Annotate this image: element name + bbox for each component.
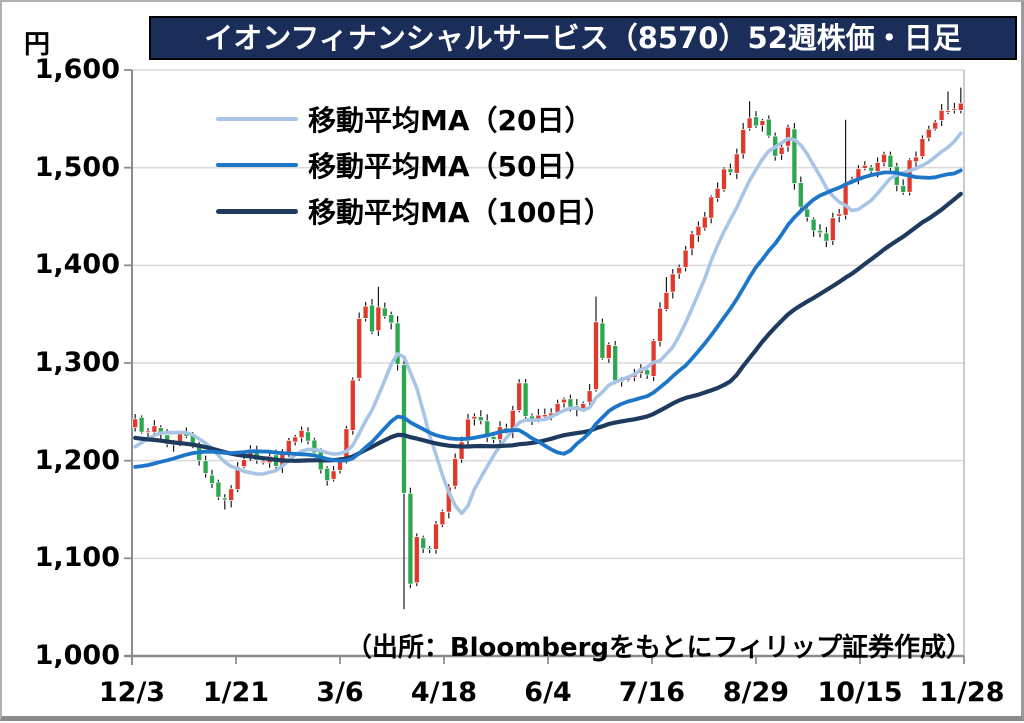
y-axis-tick-1400: 1,400 (34, 249, 120, 280)
x-axis-tick-apr18: 4/18 (410, 677, 478, 708)
y-axis-tick-1100: 1,100 (34, 542, 120, 573)
ma50-legend-label: 移動平均MA（50日） (308, 150, 593, 183)
chart-title: イオンフィナンシャルサービス（8570）52週株価・日足 (149, 16, 1017, 60)
x-axis-tick-mar6: 3/6 (316, 677, 364, 708)
x-axis-tick-jan21: 1/21 (202, 677, 270, 708)
y-axis-tick-1200: 1,200 (34, 445, 120, 476)
ma20-legend-label: 移動平均MA（20日） (308, 104, 593, 137)
legend-row-ma20: 移動平均MA（20日） (216, 96, 612, 142)
y-axis-tick-1500: 1,500 (34, 152, 120, 183)
x-axis-tick-jun4: 6/4 (524, 677, 572, 708)
y-axis-tick-1300: 1,300 (34, 347, 120, 378)
x-axis-tick-jul16: 7/16 (618, 677, 686, 708)
candles (132, 87, 964, 610)
legend-row-ma100: 移動平均MA（100日） (216, 188, 612, 234)
ma20-line-swatch (216, 117, 298, 121)
ma20-line (133, 131, 963, 516)
y-axis-unit-label: 円 (24, 30, 51, 60)
ma50-line (133, 168, 963, 469)
ma100-line-swatch (216, 208, 298, 214)
source-note: （出所：Bloombergをもとにフィリップ証券作成） (345, 633, 972, 663)
y-axis-tick-1600: 1,600 (34, 54, 120, 85)
x-axis-tick-oct15: 10/15 (817, 677, 903, 708)
ma100-legend-label: 移動平均MA（100日） (308, 196, 612, 229)
x-axis-tick-dec3: 12/3 (98, 677, 166, 708)
chart-legend: 移動平均MA（20日） 移動平均MA（50日） 移動平均MA（100日） (216, 96, 612, 234)
legend-row-ma50: 移動平均MA（50日） (216, 142, 612, 188)
x-axis-tick-nov28: 11/28 (919, 677, 1005, 708)
x-axis-tick-aug29: 8/29 (722, 677, 790, 708)
y-axis-tick-1000: 1,000 (34, 640, 120, 671)
ma50-line-swatch (216, 163, 298, 167)
ma100-line (133, 191, 963, 463)
